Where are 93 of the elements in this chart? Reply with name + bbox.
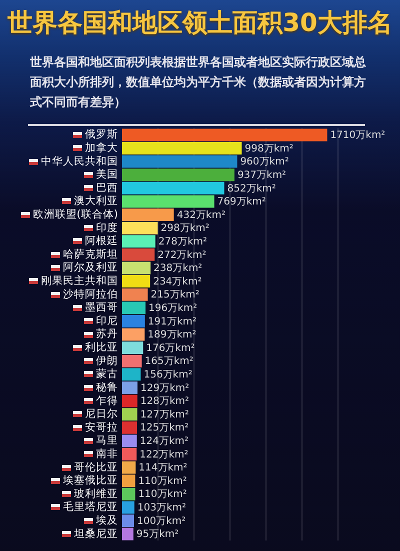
data-label: 432万km²	[176, 210, 226, 221]
y-tick-label: 马里	[96, 434, 118, 447]
bar	[122, 421, 137, 434]
data-label: 114万km²	[138, 462, 188, 474]
y-tick-label: 俄罗斯	[85, 128, 118, 141]
y-tick-label: 坦桑尼亚	[73, 528, 118, 540]
data-label: 238万km²	[154, 263, 202, 274]
data-label: 127万km²	[140, 409, 189, 420]
data-label: 129万km²	[140, 382, 190, 394]
data-label: 234万km²	[153, 276, 202, 288]
bar	[122, 275, 150, 288]
data-label: 103万km²	[137, 502, 186, 514]
data-label: 196万km²	[148, 302, 198, 314]
y-tick-label: 哥伦比亚	[74, 460, 118, 474]
y-tick-label: 秘鲁	[96, 381, 118, 394]
data-label: 215万km²	[150, 290, 200, 301]
y-tick-label: 阿尔及利亚	[63, 260, 118, 274]
data-label: 191万km²	[148, 316, 197, 328]
y-tick-label: 埃及	[95, 513, 118, 526]
y-tick-label: 阿根廷	[85, 235, 118, 248]
y-tick-label: 巴西	[96, 182, 118, 194]
bar	[122, 288, 148, 301]
data-label: 128万km²	[140, 396, 189, 408]
bar	[122, 528, 134, 540]
y-tick-label: 欧洲联盟(联合体)	[32, 208, 118, 221]
y-tick-label: 玻利维亚	[74, 486, 118, 500]
data-label: 960万km²	[240, 156, 289, 168]
chart-title: 世界各国和地区领土面积30大排名	[6, 8, 394, 38]
y-tick-label: 埃塞俄比亚	[62, 474, 118, 487]
bar	[122, 342, 144, 354]
bar	[122, 168, 234, 182]
data-label: 122万km²	[140, 449, 188, 460]
data-label: 125万km²	[140, 422, 189, 434]
data-label: 110万km²	[138, 489, 187, 500]
bar	[122, 235, 156, 248]
bar	[122, 222, 158, 234]
y-tick-label: 尼日尔	[85, 408, 118, 420]
data-label: 852万km²	[227, 183, 276, 194]
y-tick-label: 哈萨克斯坦	[63, 247, 118, 260]
bar	[122, 488, 136, 500]
data-label: 100万km²	[137, 516, 186, 527]
y-tick-label: 蒙古	[96, 367, 118, 380]
bar	[122, 142, 242, 155]
data-label: 176万km²	[146, 342, 195, 354]
bar	[122, 514, 134, 527]
data-label: 95万km²	[136, 529, 179, 540]
data-label: 156万km²	[144, 370, 192, 381]
chart-subtitle: 世界各国和地区面积列表根据世界各国或者地区实际行政区域总面积大小所排列，数值单位均为平方千米（数据或者因为计算方式不同而有差异）	[30, 54, 367, 111]
bar	[122, 394, 138, 408]
y-tick-label: 南非	[96, 446, 118, 460]
data-label: 189万km²	[148, 330, 196, 341]
bar	[122, 155, 238, 168]
y-tick-label: 沙特阿拉伯	[63, 287, 118, 300]
bar	[122, 182, 224, 194]
data-label: 1710万km²	[330, 130, 386, 142]
y-tick-label: 利比亚	[85, 340, 118, 354]
y-tick-label: 印度	[96, 220, 118, 234]
data-label: 272万km²	[158, 250, 206, 261]
data-label: 278万km²	[158, 236, 207, 248]
y-tick-label: 墨西哥	[85, 302, 118, 314]
bar	[122, 354, 142, 368]
y-tick-label: 中华人民共和国	[41, 154, 118, 168]
bar	[122, 314, 145, 328]
y-tick-label: 加拿大	[85, 140, 118, 154]
data-label: 110万km²	[138, 476, 187, 487]
data-label: 298万km²	[160, 223, 210, 234]
y-tick-label: 刚果民主共和国	[41, 274, 118, 288]
bar	[122, 448, 137, 460]
y-tick-label: 安哥拉	[85, 420, 118, 434]
bar	[122, 501, 134, 514]
y-tick-label: 苏丹	[96, 327, 118, 340]
y-tick-label: 印尼	[96, 314, 118, 327]
data-label: 998万km²	[244, 143, 294, 154]
bar	[122, 128, 328, 142]
bar	[122, 248, 155, 261]
bar	[122, 381, 138, 394]
bar	[122, 208, 174, 222]
bar	[122, 408, 138, 421]
y-tick-label: 美国	[96, 168, 118, 181]
y-tick-label: 澳大利亚	[74, 194, 118, 208]
bar	[122, 195, 214, 208]
bar	[122, 434, 137, 448]
y-tick-label: 伊朗	[96, 354, 118, 367]
bar	[122, 368, 141, 381]
data-label: 769万km²	[217, 196, 266, 208]
y-tick-label: 毛里塔尼亚	[63, 500, 118, 514]
data-label: 937万km²	[237, 170, 286, 181]
data-label: 124万km²	[140, 436, 189, 448]
bar	[122, 328, 145, 341]
bar	[122, 262, 151, 274]
y-tick-label: 乍得	[96, 394, 118, 407]
data-label: 165万km²	[144, 356, 194, 368]
bar	[122, 302, 146, 314]
